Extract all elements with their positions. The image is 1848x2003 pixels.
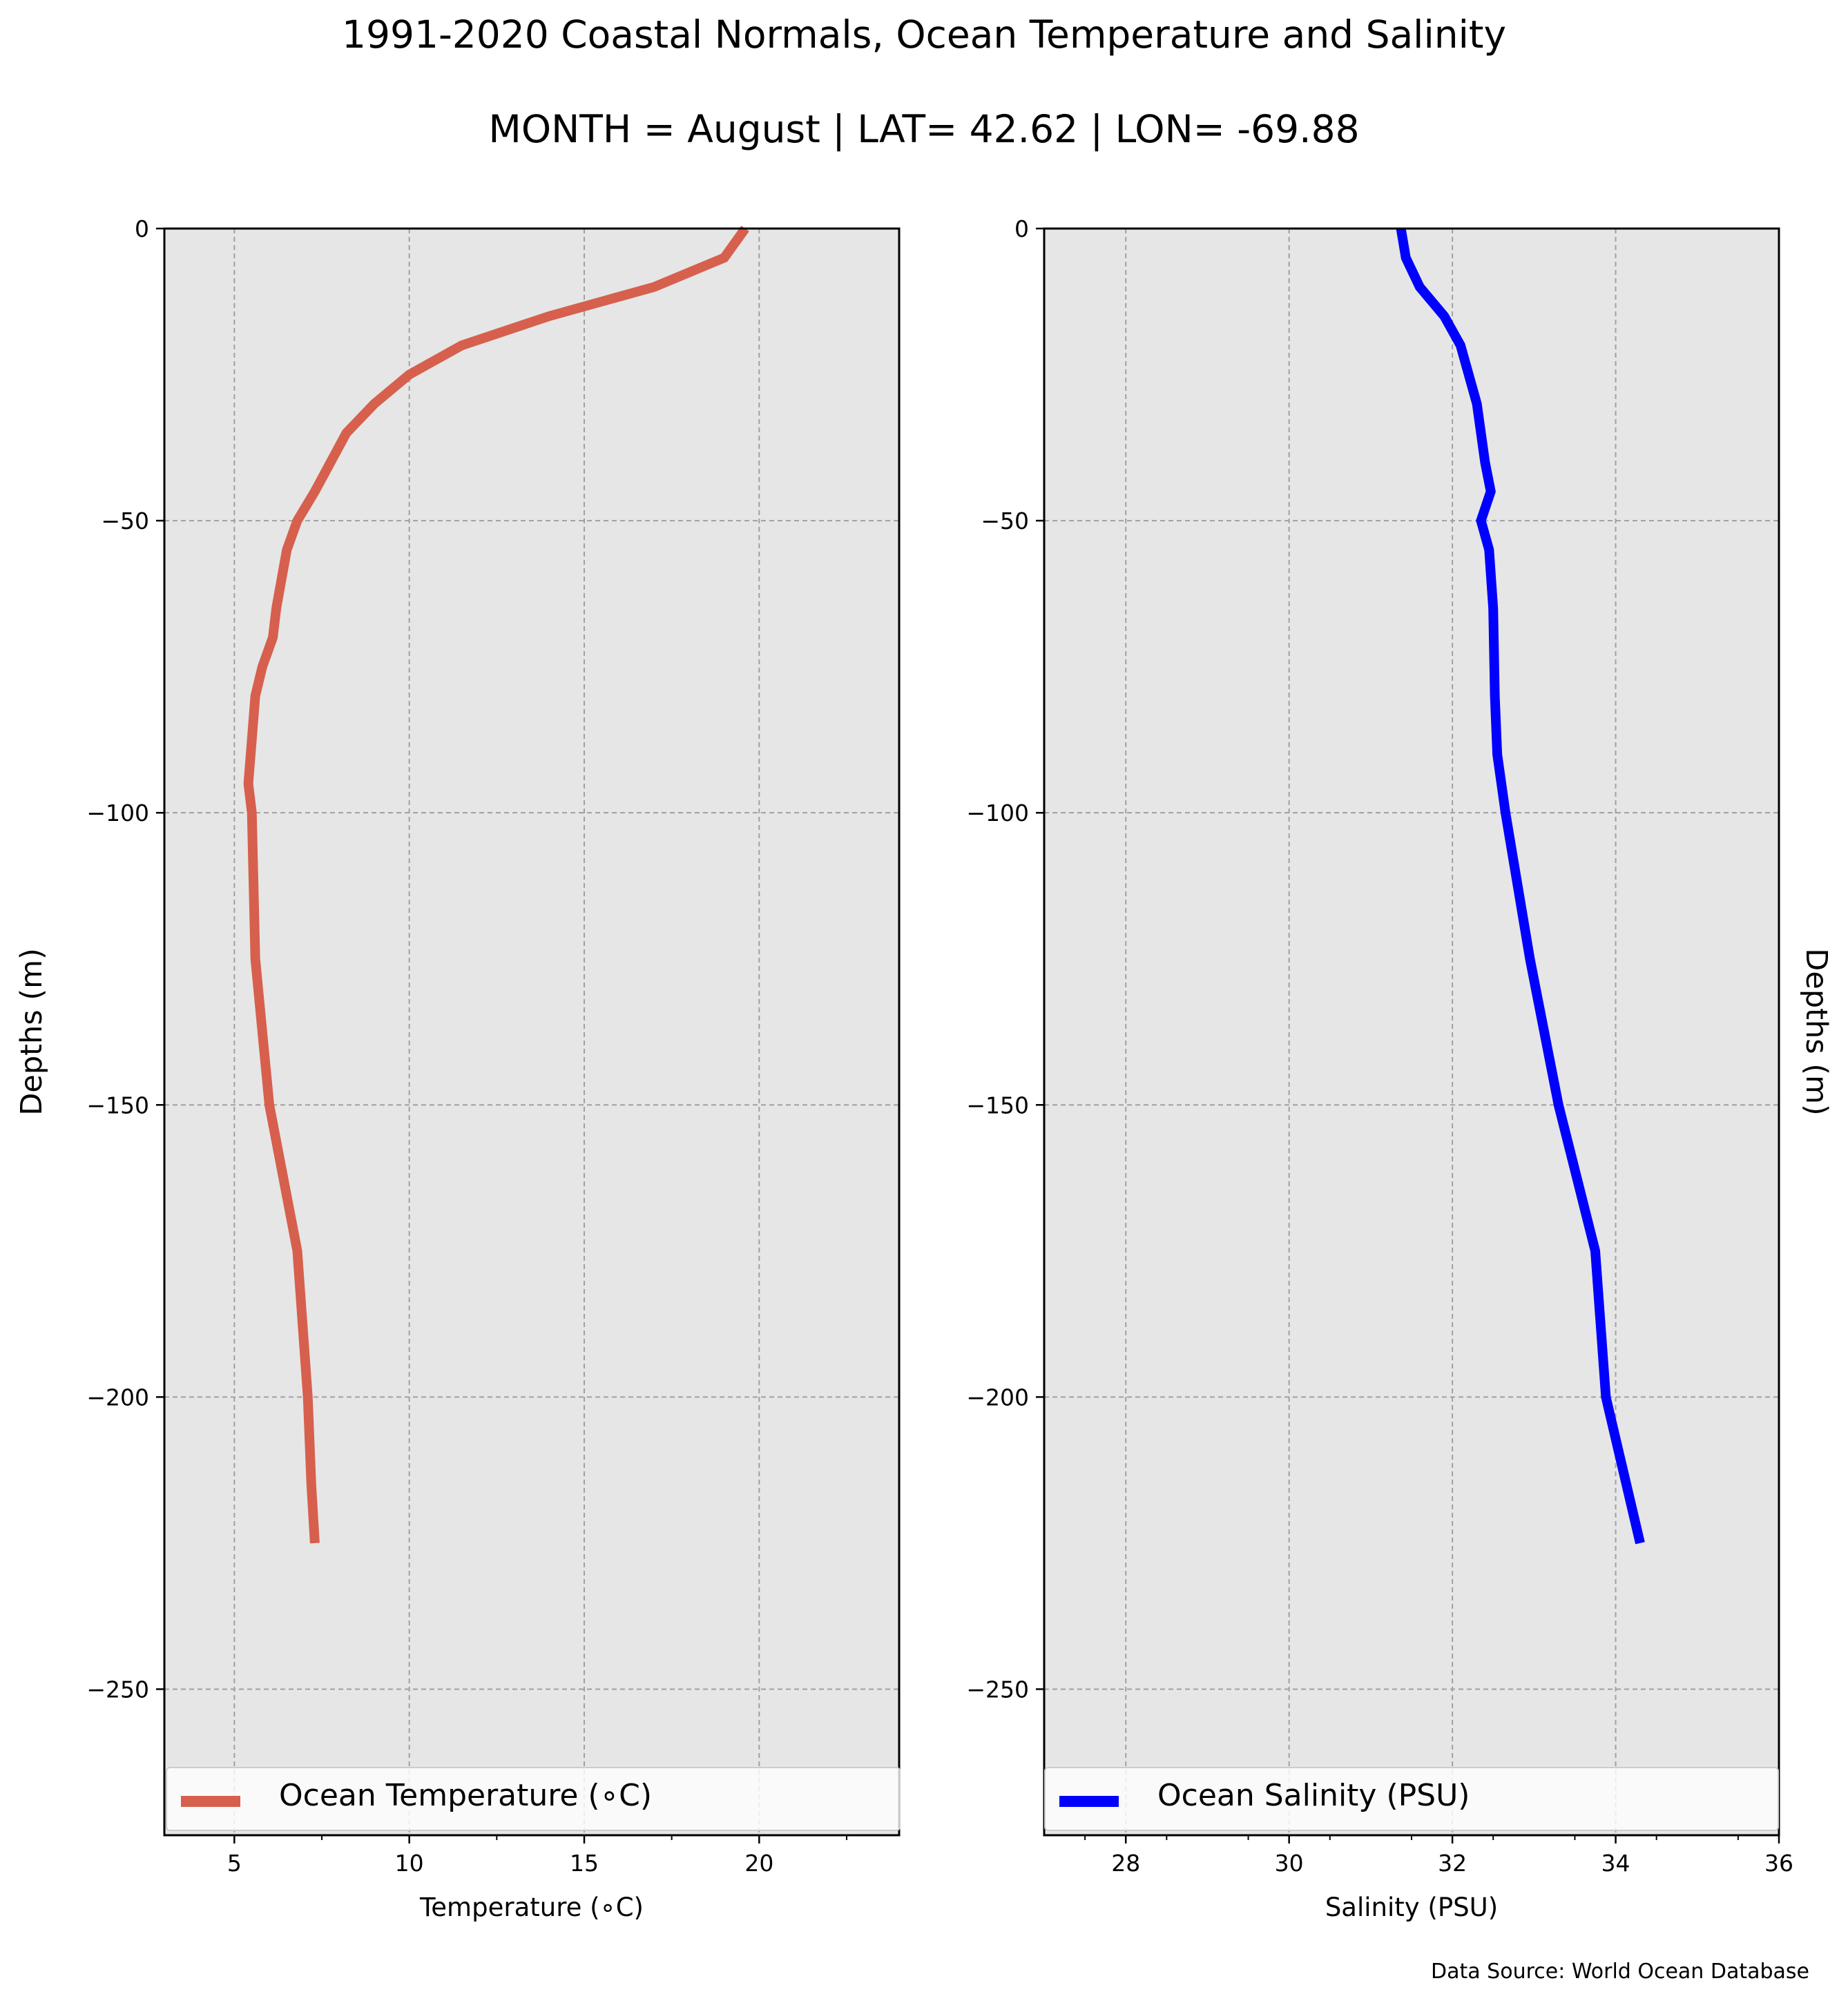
- salinity-yaxis-label: Depths (m): [1799, 948, 1833, 1115]
- salinity-ytick-label: −100: [966, 800, 1029, 826]
- temperature-ytick-label: −200: [86, 1384, 149, 1411]
- temperature-xtick-label: 5: [227, 1850, 242, 1877]
- salinity-ytick-label: −200: [966, 1384, 1029, 1411]
- temperature-legend: Ocean Temperature (∘C): [166, 1767, 901, 1831]
- salinity-plot-area: [1044, 229, 1779, 1835]
- salinity-xtick-label: 36: [1764, 1850, 1793, 1877]
- salinity-xaxis-label: Salinity (PSU): [1325, 1893, 1498, 1922]
- temperature-xtick-label: 15: [570, 1850, 599, 1877]
- salinity-ytick-label: 0: [1014, 215, 1029, 242]
- temperature-plot-area: [164, 229, 899, 1835]
- temperature-ytick-label: −250: [86, 1676, 149, 1703]
- data-source-note: Data Source: World Ocean Database: [1431, 1960, 1809, 1984]
- salinity-xtick-label: 32: [1438, 1850, 1467, 1877]
- salinity-ytick-label: −250: [966, 1676, 1029, 1703]
- salinity-xtick-label: 28: [1111, 1850, 1140, 1877]
- temperature-xaxis-label: Temperature (∘C): [419, 1893, 644, 1922]
- salinity-ytick-label: −150: [966, 1092, 1029, 1119]
- chart-subtitle: MONTH = August | LAT= 42.62 | LON= -69.8…: [488, 107, 1360, 151]
- salinity-legend: Ocean Salinity (PSU): [1044, 1767, 1779, 1831]
- temperature-axes-frame: [163, 227, 901, 1837]
- salinity-legend-swatch: [1059, 1796, 1119, 1807]
- temperature-xtick-label: 20: [744, 1850, 773, 1877]
- chart-title: 1991-2020 Coastal Normals, Ocean Tempera…: [341, 12, 1506, 57]
- salinity-xtick-label: 30: [1275, 1850, 1304, 1877]
- salinity-ytick-label: −50: [981, 507, 1029, 534]
- temperature-legend-swatch: [181, 1796, 240, 1807]
- temperature-xtick-label: 10: [395, 1850, 424, 1877]
- temperature-ytick-label: −150: [86, 1092, 149, 1119]
- salinity-legend-label: Ocean Salinity (PSU): [1157, 1778, 1470, 1813]
- temperature-yaxis-label: Depths (m): [15, 948, 49, 1115]
- temperature-ytick-label: −100: [86, 800, 149, 826]
- salinity-xtick-label: 34: [1601, 1850, 1630, 1877]
- temperature-ytick-label: 0: [135, 215, 149, 242]
- temperature-ytick-label: −50: [101, 507, 149, 534]
- temperature-legend-label: Ocean Temperature (∘C): [279, 1778, 653, 1813]
